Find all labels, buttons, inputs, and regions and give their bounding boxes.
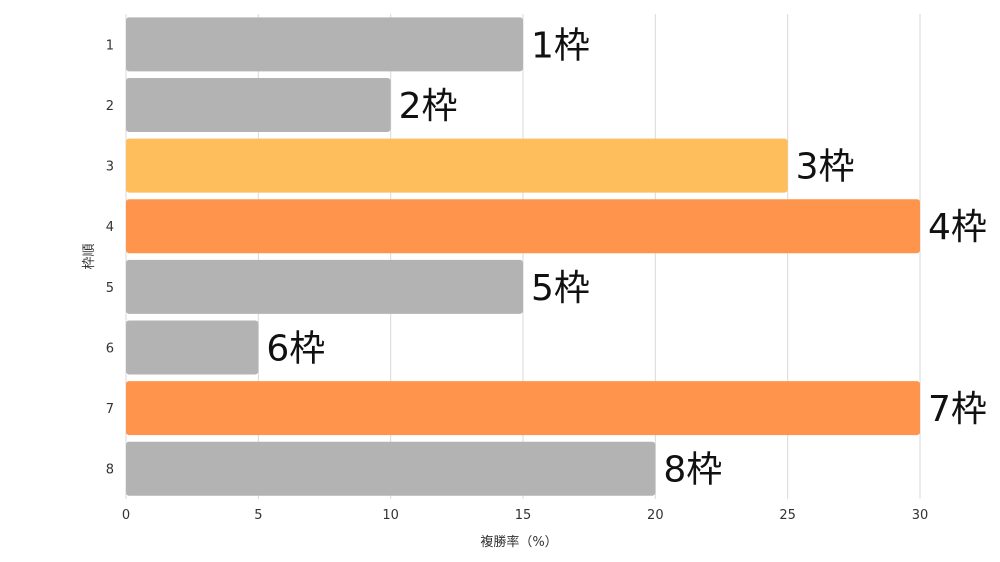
- data-label-3: 3枠: [796, 147, 855, 188]
- data-label-7: 7枠: [928, 389, 987, 430]
- y-tick-label-4: 4: [106, 220, 114, 235]
- bar-5: [126, 259, 523, 314]
- x-tick-label-30: 30: [912, 508, 929, 523]
- bar-1: [126, 17, 523, 72]
- y-tick-labels: 1 2 3 4 5 6 7 8: [106, 38, 114, 477]
- bar-6: [126, 320, 259, 375]
- y-tick-label-7: 7: [106, 402, 114, 417]
- x-tick-label-25: 25: [779, 508, 796, 523]
- y-axis-title: 枠順: [82, 243, 97, 269]
- x-tick-label-5: 5: [254, 508, 262, 523]
- x-tick-label-0: 0: [122, 508, 130, 523]
- y-tick-label-2: 2: [106, 99, 114, 114]
- y-tick-label-1: 1: [106, 38, 114, 53]
- data-label-2: 2枠: [399, 86, 458, 127]
- y-tick-label-3: 3: [106, 160, 114, 175]
- data-label-8: 8枠: [663, 450, 722, 491]
- y-tick-label-8: 8: [106, 463, 114, 478]
- x-tick-label-20: 20: [647, 508, 664, 523]
- bar-7: [126, 381, 920, 436]
- data-label-6: 6枠: [266, 328, 325, 369]
- data-label-1: 1枠: [531, 25, 590, 66]
- x-axis-title: 複勝率（%）: [480, 534, 557, 550]
- x-tick-labels: 0 5 10 15 20 25 30: [122, 508, 928, 523]
- bar-2: [126, 77, 391, 132]
- data-label-4: 4枠: [928, 207, 987, 248]
- bar-4: [126, 199, 920, 254]
- x-tick-label-10: 10: [382, 508, 399, 523]
- y-tick-label-5: 5: [106, 281, 114, 296]
- bar-3: [126, 138, 788, 193]
- bar-8: [126, 441, 656, 496]
- data-label-5: 5枠: [531, 268, 590, 309]
- y-tick-label-6: 6: [106, 341, 114, 356]
- bars: 1枠 2枠 3枠 4枠 5枠 6枠 7枠 8枠: [126, 17, 987, 496]
- x-tick-label-15: 15: [515, 508, 532, 523]
